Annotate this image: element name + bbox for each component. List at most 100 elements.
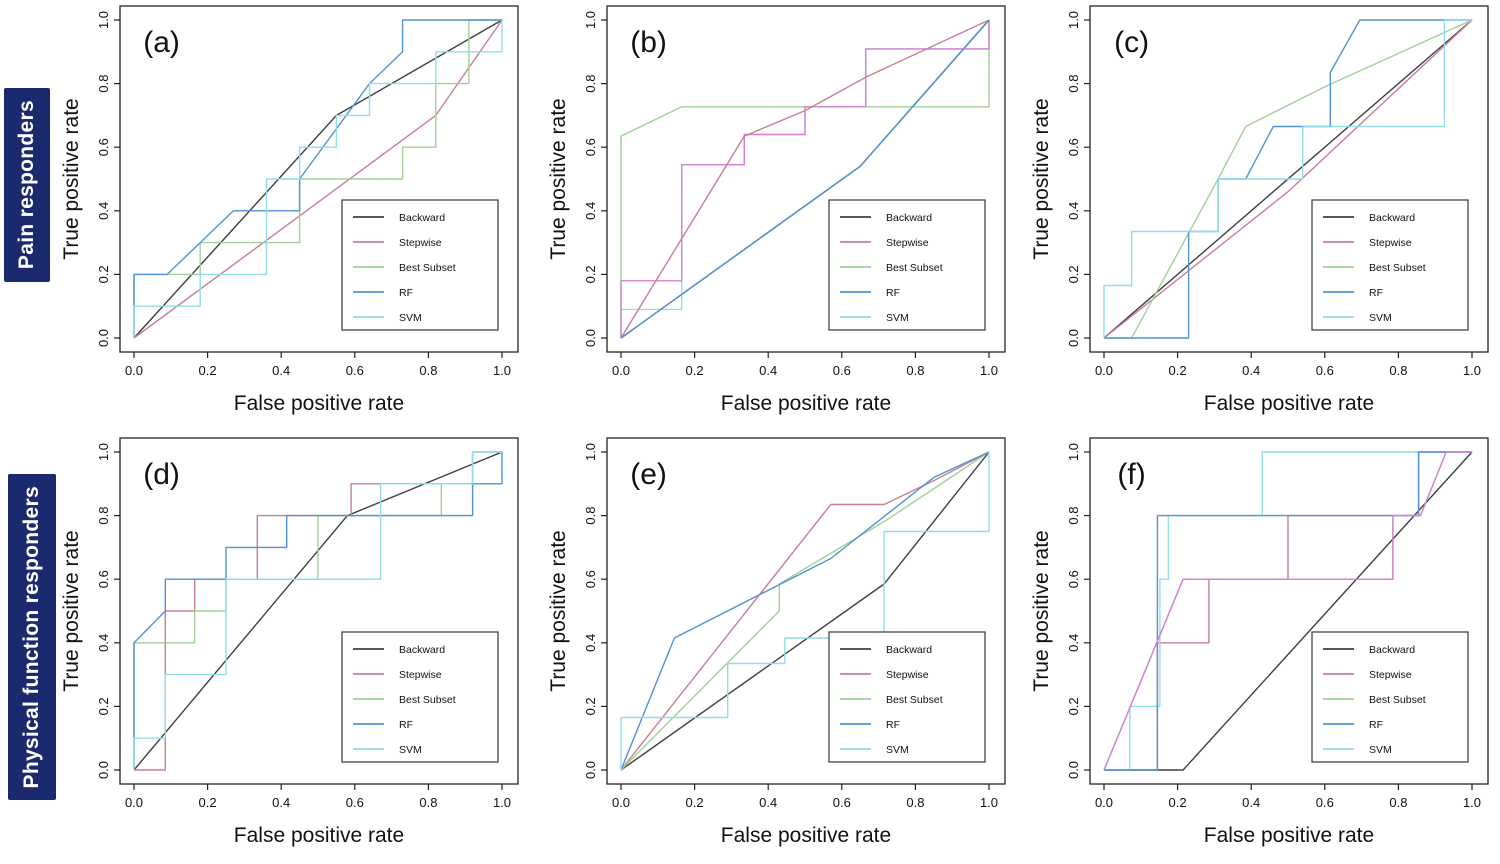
x-tick-label: 0.8 [1389,795,1407,810]
panel-letter: (b) [630,26,667,59]
x-tick-label: 0.4 [1242,363,1260,378]
legend-label: Best Subset [886,262,943,274]
x-tick-label: 0.6 [833,795,851,810]
legend-label: SVM [399,744,422,756]
x-tick-label: 0.8 [419,363,437,378]
x-axis-title: False positive rate [721,824,891,847]
x-tick-label: 0.4 [759,363,777,378]
x-tick-label: 0.4 [272,363,290,378]
y-tick-label: 0.8 [1066,75,1081,93]
y-tick-label: 0.4 [96,634,111,652]
roc-curve-svm [1104,451,1472,771]
y-tick-label: 0.6 [583,138,598,156]
roc-panel-e: 0.0 0.0 0.2 0.2 0.4 0.4 0.6 0.6 0.8 0.8 1.0 1.0 Fals… [547,437,1006,847]
legend-label: Stepwise [399,669,442,681]
roc-curve-rf [133,19,502,338]
x-tick-label: 0.0 [1095,795,1113,810]
legend-label: SVM [1369,744,1392,756]
legend-label: RF [1369,287,1383,299]
y-tick-label: 0.0 [1066,329,1081,347]
x-tick-label: 0.2 [199,795,217,810]
y-axis-title: True positive rate [547,98,570,259]
legend-label: Stepwise [399,237,442,249]
y-axis-title: True positive rate [60,530,83,691]
y-axis-title: True positive rate [1030,530,1053,691]
y-tick-label: 0.6 [583,570,598,588]
y-tick-label: 0.0 [96,761,111,779]
x-tick-label: 1.0 [1463,795,1481,810]
panel-letter: (d) [143,458,180,491]
y-tick-label: 1.0 [96,11,111,29]
legend-label: Stepwise [1369,237,1412,249]
roc-panel-b: 0.0 0.0 0.2 0.2 0.4 0.4 0.6 0.6 0.8 0.8 1.0 1.0 Fals… [547,5,1006,415]
x-tick-label: 0.4 [272,795,290,810]
y-tick-label: 0.2 [96,265,111,283]
legend-label: SVM [399,312,422,324]
legend-box [828,199,986,331]
legend-label: SVM [886,312,909,324]
legend-box [828,631,986,763]
x-tick-label: 0.2 [686,795,704,810]
legend-box [341,199,499,331]
y-tick-label: 1.0 [96,443,111,461]
legend-label: SVM [1369,312,1392,324]
x-tick-label: 0.0 [1095,363,1113,378]
legend-label: RF [886,287,900,299]
legend-label: Backward [399,644,445,656]
legend-label: Best Subset [886,694,943,706]
legend-label: Best Subset [399,694,456,706]
x-tick-label: 0.6 [346,363,364,378]
y-tick-label: 0.6 [1066,570,1081,588]
panel-letter: (a) [143,26,180,59]
x-axis-title: False positive rate [234,392,404,415]
roc-curve-stepwise-smooth- [1103,451,1472,771]
legend-label: RF [399,287,413,299]
y-tick-label: 0.0 [1066,761,1081,779]
legend-label: Best Subset [399,262,456,274]
legend-label: RF [1369,719,1383,731]
roc-panel-d: 0.0 0.0 0.2 0.2 0.4 0.4 0.6 0.6 0.8 0.8 1.0 1.0 Fals… [60,437,519,847]
legend-label: SVM [886,744,909,756]
x-tick-label: 0.6 [1316,795,1334,810]
roc-curve-rf [620,19,990,339]
x-tick-label: 1.0 [493,363,511,378]
x-tick-label: 1.0 [493,795,511,810]
x-tick-label: 1.0 [1463,363,1481,378]
x-axis-title: False positive rate [1204,824,1374,847]
legend-label: Stepwise [886,669,929,681]
panel-letter: (e) [630,458,667,491]
legend-label: Backward [1369,644,1415,656]
y-tick-label: 0.2 [1066,265,1081,283]
x-tick-label: 0.0 [125,795,143,810]
y-tick-label: 0.2 [96,697,111,715]
legend-label: Backward [886,644,932,656]
x-tick-label: 0.0 [125,363,143,378]
x-axis-title: False positive rate [234,824,404,847]
roc-curve-svm [133,451,502,770]
x-tick-label: 0.4 [1242,795,1260,810]
panel-letter: (c) [1114,26,1149,59]
y-tick-label: 0.2 [583,697,598,715]
legend-label: Backward [1369,212,1415,224]
x-tick-label: 0.2 [686,363,704,378]
roc-curve-stepwise [620,19,990,339]
y-tick-label: 0.4 [583,634,598,652]
legend-box [341,631,499,763]
legend-label: Backward [399,212,445,224]
legend-label: Best Subset [1369,262,1426,274]
legend-label: RF [886,719,900,731]
x-tick-label: 0.2 [1169,363,1187,378]
roc-curve-svm [620,452,990,770]
x-tick-label: 0.8 [419,795,437,810]
x-tick-label: 0.6 [833,363,851,378]
legend-label: Stepwise [886,237,929,249]
x-tick-label: 0.2 [1169,795,1187,810]
x-axis-title: False positive rate [721,392,891,415]
roc-curve-rf [133,452,503,770]
row-label-text: Pain responders [15,100,38,270]
x-tick-label: 0.2 [199,363,217,378]
y-tick-label: 0.4 [1066,202,1081,220]
roc-panel-f: 0.0 0.0 0.2 0.2 0.4 0.4 0.6 0.6 0.8 0.8 1.0 1.0 Fals… [1030,437,1489,847]
roc-panel-a: 0.0 0.0 0.2 0.2 0.4 0.4 0.6 0.6 0.8 0.8 1.0 1.0 Fals… [60,5,519,415]
roc-curve-stepwise-steps- [620,20,990,338]
